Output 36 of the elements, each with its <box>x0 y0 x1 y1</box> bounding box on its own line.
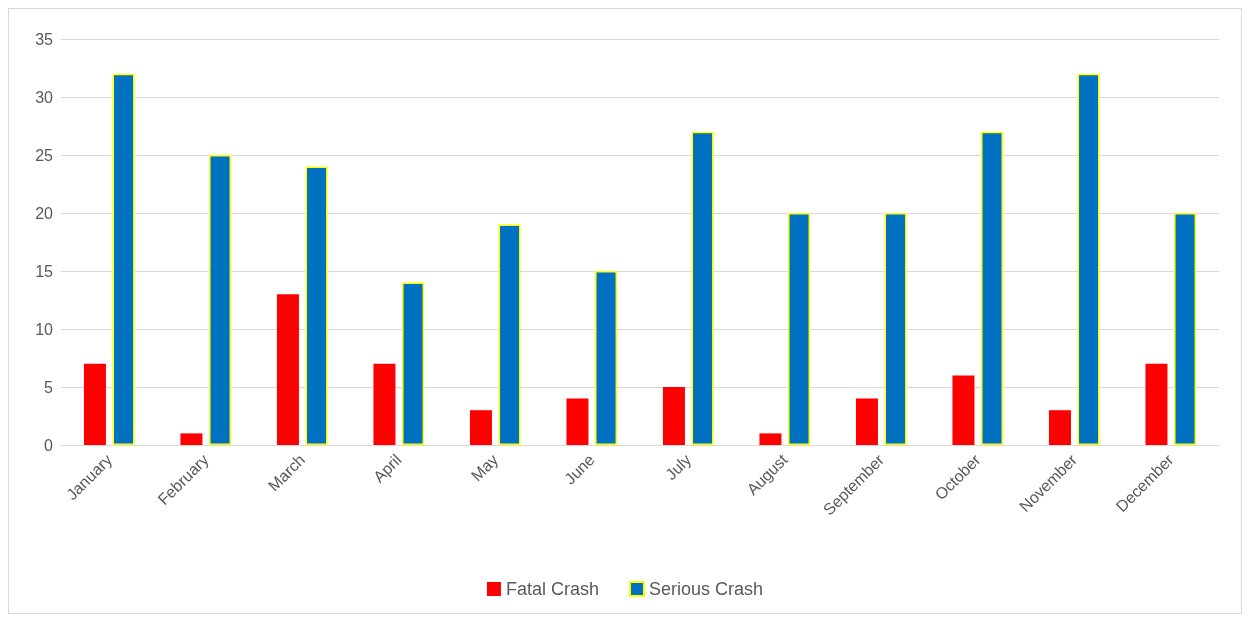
bar <box>112 73 135 445</box>
bar <box>209 155 232 445</box>
bar <box>276 294 299 445</box>
bar <box>788 213 811 445</box>
y-tick-label: 35 <box>35 30 54 48</box>
bar <box>180 433 203 445</box>
bar <box>1174 213 1197 445</box>
y-tick-label: 15 <box>35 262 54 280</box>
bar <box>595 271 618 445</box>
bar <box>402 282 425 445</box>
bar <box>498 224 521 445</box>
bar <box>305 166 328 445</box>
bar <box>1145 363 1168 445</box>
y-tick-label: 20 <box>35 204 54 222</box>
bar <box>855 398 878 445</box>
bar <box>469 410 492 445</box>
bar <box>884 213 907 445</box>
bar <box>1077 73 1100 445</box>
bar <box>981 131 1004 445</box>
x-tick-label: July <box>662 450 695 484</box>
y-tick-label: 30 <box>35 88 54 106</box>
y-tick-label: 25 <box>35 146 54 164</box>
bar <box>1048 410 1071 445</box>
legend-label: Serious Crash <box>648 579 764 599</box>
y-tick-label: 0 <box>44 436 54 454</box>
bar <box>83 363 106 445</box>
y-tick-label: 5 <box>44 378 54 396</box>
bar <box>566 398 589 445</box>
legend-label: Fatal Crash <box>505 579 600 599</box>
bar <box>691 131 714 445</box>
x-tick-label: May <box>467 450 502 485</box>
bar <box>373 363 396 445</box>
bar <box>759 433 782 445</box>
bar <box>952 375 975 445</box>
y-tick-label: 10 <box>35 320 54 338</box>
bar <box>662 387 685 445</box>
